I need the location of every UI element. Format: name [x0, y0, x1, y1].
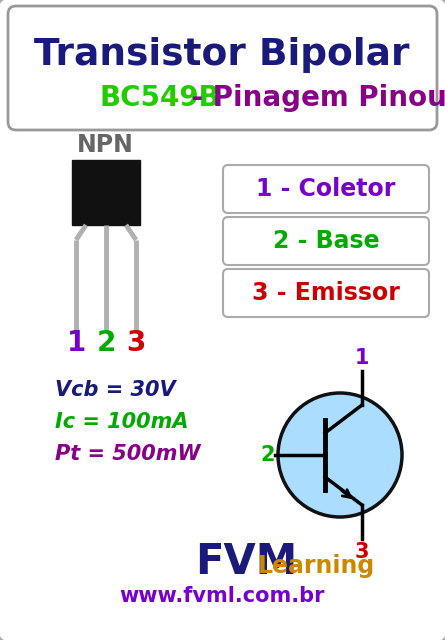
Text: 1: 1	[355, 348, 369, 368]
Text: Transistor Bipolar: Transistor Bipolar	[34, 37, 410, 73]
Text: 3 - Emissor: 3 - Emissor	[252, 281, 400, 305]
Text: 3: 3	[126, 329, 146, 357]
Text: FVM: FVM	[195, 541, 297, 583]
Text: 2 - Base: 2 - Base	[273, 229, 379, 253]
FancyBboxPatch shape	[8, 6, 437, 130]
Text: - Pinagem Pinout: - Pinagem Pinout	[182, 84, 445, 112]
Text: BC549B: BC549B	[100, 84, 221, 112]
FancyBboxPatch shape	[223, 269, 429, 317]
Text: Ic = 100mA: Ic = 100mA	[55, 412, 189, 432]
Text: 1: 1	[66, 329, 85, 357]
Text: Vcb = 30V: Vcb = 30V	[55, 380, 176, 400]
Text: 2: 2	[261, 445, 275, 465]
Bar	[72, 160, 140, 225]
Circle shape	[278, 393, 402, 517]
FancyBboxPatch shape	[223, 217, 429, 265]
Text: 2: 2	[96, 329, 116, 357]
Text: www.fvml.com.br: www.fvml.com.br	[119, 586, 325, 606]
Text: 1 - Coletor: 1 - Coletor	[256, 177, 396, 201]
Text: Pt = 500mW: Pt = 500mW	[55, 444, 201, 464]
FancyBboxPatch shape	[223, 165, 429, 213]
Text: 3: 3	[355, 542, 369, 562]
Text: Learning: Learning	[258, 554, 375, 578]
Text: NPN: NPN	[77, 133, 134, 157]
